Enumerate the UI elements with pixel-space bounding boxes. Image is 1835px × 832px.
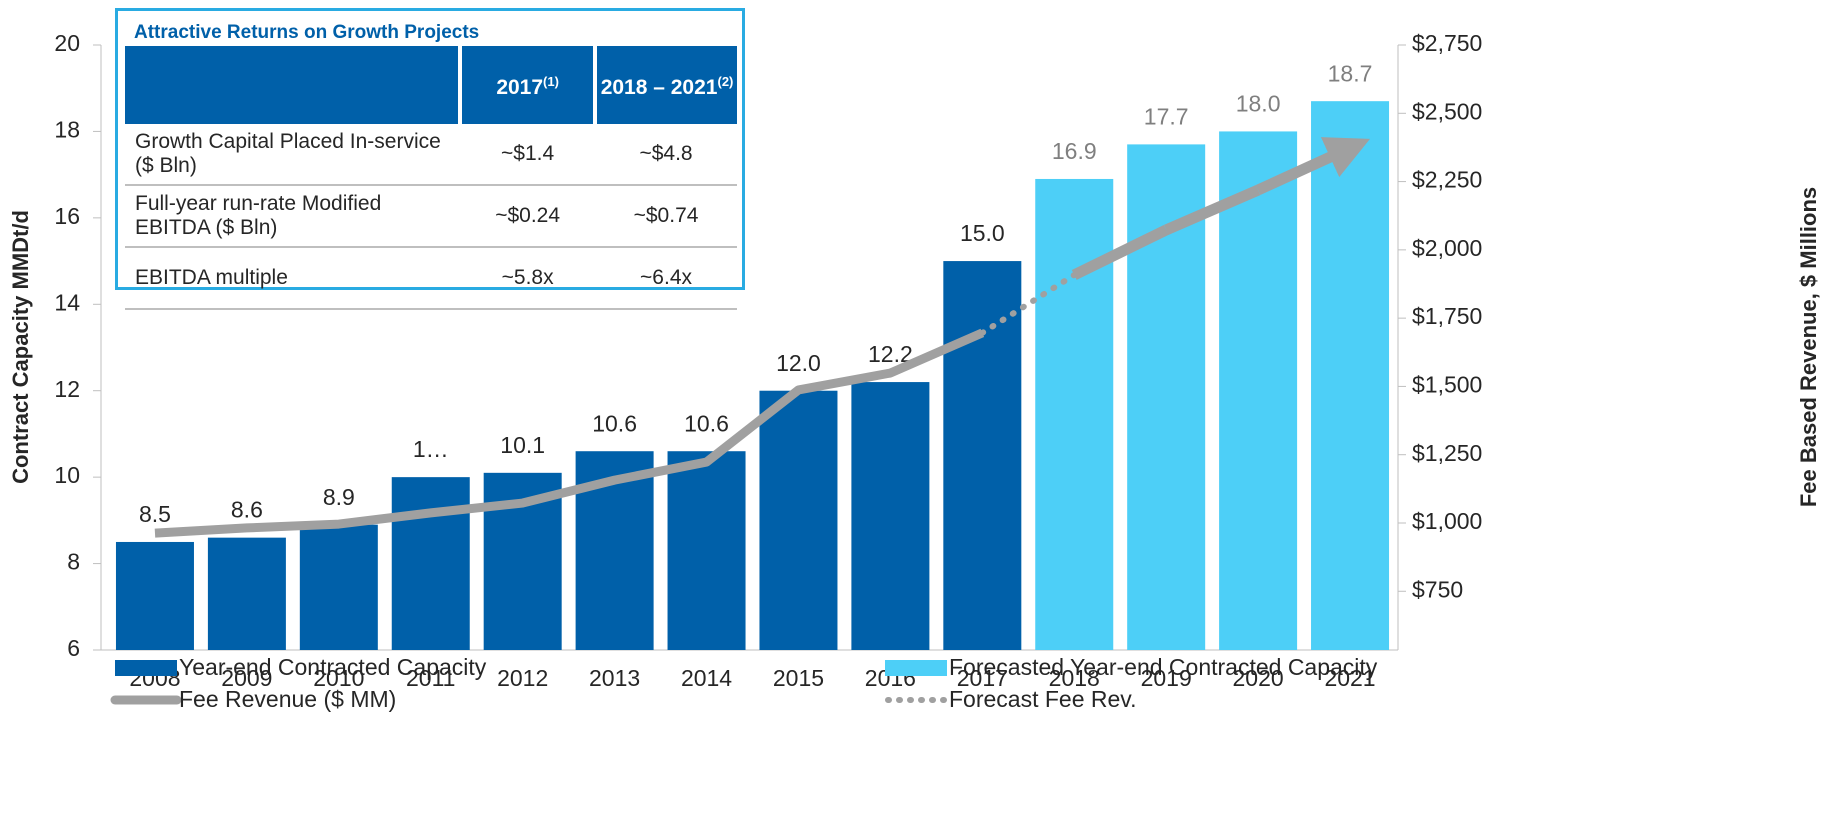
bar — [299, 524, 378, 650]
bar — [207, 537, 286, 650]
table-row: EBITDA multiple ~5.8x ~6.4x — [125, 247, 737, 310]
x-tick-label: 2019 — [1141, 665, 1192, 691]
value-label: 10.6 — [592, 410, 637, 436]
y-axis-title: Contract Capacity MMDt/d — [8, 210, 33, 484]
bar — [1219, 131, 1298, 650]
forecast-line-segment — [1071, 224, 1169, 280]
y-tick-label: 14 — [54, 289, 80, 315]
value-label: 10.6 — [684, 410, 729, 436]
value-label: 15.0 — [960, 220, 1005, 246]
value-label: 18.0 — [1236, 91, 1281, 117]
x-tick-label: 2018 — [1049, 665, 1100, 691]
value-label: 12.0 — [776, 350, 821, 376]
value-label: 17.7 — [1144, 103, 1189, 129]
table-cell: ~6.4x — [595, 247, 737, 310]
bar — [851, 382, 930, 650]
y2-tick-label: $1,500 — [1412, 372, 1482, 398]
legend-swatch — [115, 660, 177, 676]
y-tick-label: 20 — [54, 30, 80, 56]
table-cell: ~5.8x — [460, 247, 596, 310]
y2-tick-label: $2,250 — [1412, 167, 1482, 193]
legend-label: Year-end Contracted Capacity — [179, 654, 487, 680]
y2-tick-label: $750 — [1412, 576, 1463, 602]
x-tick-label: 2014 — [681, 665, 732, 691]
table-cell: Full-year run-rate Modified EBITDA ($ Bl… — [125, 185, 461, 248]
value-label: 16.9 — [1052, 138, 1097, 164]
x-tick-label: 2017 — [957, 665, 1008, 691]
value-label: 18.7 — [1328, 60, 1373, 86]
legend-label: Fee Revenue ($ MM) — [179, 686, 396, 712]
x-tick-label: 2013 — [589, 665, 640, 691]
table-cell: ~$0.24 — [460, 185, 596, 248]
returns-table: Attractive Returns on Growth Projects 20… — [115, 8, 745, 310]
y2-tick-label: $1,000 — [1412, 508, 1482, 534]
y-tick-label: 12 — [54, 376, 80, 402]
bar — [759, 390, 838, 650]
bar — [943, 261, 1022, 650]
y2-axis-title: Fee Based Revenue, $ Millions — [1796, 187, 1821, 507]
x-tick-label: 2021 — [1324, 665, 1375, 691]
table-cell: Growth Capital Placed In-service ($ Bln) — [125, 124, 461, 186]
bar — [1311, 101, 1390, 650]
value-label: 8.6 — [231, 497, 263, 523]
table-cell: ~$4.8 — [595, 124, 737, 186]
table: 2017(1) 2018 – 2021(2) Growth Capital Pla… — [125, 46, 737, 310]
y2-tick-label: $2,500 — [1412, 98, 1482, 124]
value-label: 8.9 — [323, 484, 355, 510]
header-label: 2017 — [496, 76, 544, 99]
y-tick-label: 10 — [54, 462, 80, 488]
table-cell: EBITDA multiple — [125, 247, 461, 310]
header-row: 2017(1) 2018 – 2021(2) — [125, 46, 737, 124]
bar — [115, 541, 194, 650]
bar — [1035, 178, 1114, 650]
x-tick-label: 2011 — [406, 665, 455, 691]
legend-swatch — [885, 660, 947, 676]
legend-label: Forecasted Year-end Contracted Capacity — [949, 654, 1378, 680]
x-tick-label: 2015 — [773, 665, 824, 691]
value-label: 8.5 — [139, 501, 171, 527]
table-cell: ~$0.74 — [595, 185, 737, 248]
y2-tick-label: $1,250 — [1412, 440, 1482, 466]
header-cell: 2017(1) — [458, 46, 596, 124]
table-row: Growth Capital Placed In-service ($ Bln)… — [125, 124, 737, 186]
line — [154, 328, 985, 538]
header-note: (1) — [543, 74, 559, 89]
forecast-line-segment — [1255, 137, 1371, 196]
header-cell: 2018 – 2021(2) — [593, 46, 737, 124]
bar — [391, 477, 470, 650]
value-label: 1… — [413, 436, 449, 462]
x-tick-label: 2020 — [1233, 665, 1284, 691]
y-tick-label: 6 — [67, 635, 80, 661]
x-tick-label: 2012 — [497, 665, 548, 691]
y-tick-label: 8 — [67, 549, 80, 575]
legend-label: Forecast Fee Rev. — [949, 686, 1136, 712]
forecast-line-segment — [1163, 184, 1261, 235]
table-body: Growth Capital Placed In-service ($ Bln)… — [125, 124, 737, 310]
x-tick-label: 2009 — [221, 665, 272, 691]
table-title: Attractive Returns on Growth Projects — [134, 22, 480, 43]
y2-tick-label: $1,750 — [1412, 303, 1482, 329]
table-row: Full-year run-rate Modified EBITDA ($ Bl… — [125, 185, 737, 248]
bar — [667, 451, 746, 650]
y-tick-label: 18 — [54, 117, 80, 143]
y2-tick-label: $2,000 — [1412, 235, 1482, 261]
header-cell — [125, 46, 461, 124]
value-label: 10.1 — [500, 432, 545, 458]
y-tick-label: 16 — [54, 203, 80, 229]
x-tick-label: 2010 — [313, 665, 364, 691]
header-label: 2018 – 2021 — [600, 76, 718, 99]
table-cell: ~$1.4 — [460, 124, 596, 186]
y2-tick-label: $2,750 — [1412, 30, 1482, 56]
header-note: (2) — [717, 74, 734, 89]
